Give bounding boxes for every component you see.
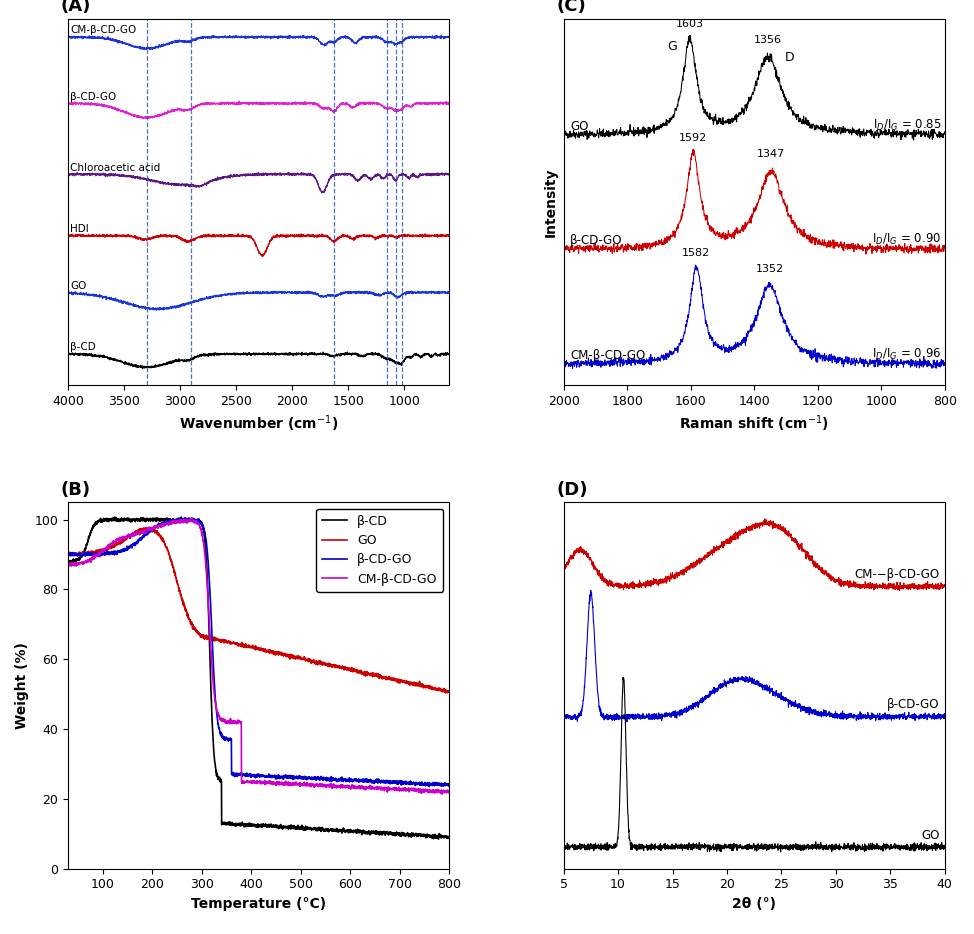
GO bbox=[247, 643, 259, 654]
CM-β-CD-GO bbox=[62, 559, 74, 570]
β-CD-GO bbox=[82, 547, 94, 559]
Line: GO: GO bbox=[68, 527, 449, 693]
GO bbox=[443, 686, 455, 697]
β-CD bbox=[82, 536, 94, 547]
Text: 1592: 1592 bbox=[679, 134, 707, 143]
β-CD-GO bbox=[432, 779, 444, 790]
Text: (C): (C) bbox=[556, 0, 585, 15]
CM-β-CD-GO bbox=[247, 777, 259, 788]
Text: 1352: 1352 bbox=[756, 263, 783, 274]
Text: 1356: 1356 bbox=[754, 35, 782, 45]
CM-β-CD-GO bbox=[362, 782, 374, 793]
Text: 1582: 1582 bbox=[682, 248, 711, 258]
Text: β-CD-GO: β-CD-GO bbox=[887, 699, 939, 712]
β-CD-GO bbox=[424, 781, 435, 792]
β-CD-GO bbox=[443, 778, 455, 789]
CM-β-CD-GO bbox=[186, 513, 198, 524]
Y-axis label: Weight (%): Weight (%) bbox=[15, 642, 29, 729]
Line: β-CD: β-CD bbox=[68, 517, 449, 839]
X-axis label: Wavenumber (cm$^{-1}$): Wavenumber (cm$^{-1}$) bbox=[179, 414, 338, 434]
CM-β-CD-GO bbox=[443, 787, 455, 799]
Text: I$_D$/I$_G$ = 0.96: I$_D$/I$_G$ = 0.96 bbox=[873, 347, 942, 362]
β-CD-GO bbox=[178, 513, 190, 524]
GO bbox=[432, 683, 444, 694]
Line: β-CD-GO: β-CD-GO bbox=[68, 518, 449, 786]
Text: β-CD-GO: β-CD-GO bbox=[70, 92, 117, 102]
β-CD bbox=[175, 512, 187, 523]
Text: D: D bbox=[784, 51, 794, 64]
β-CD bbox=[238, 820, 249, 831]
Text: CM-β-CD-GO: CM-β-CD-GO bbox=[570, 349, 645, 362]
Line: CM-β-CD-GO: CM-β-CD-GO bbox=[68, 518, 449, 794]
CM-β-CD-GO bbox=[238, 776, 249, 787]
β-CD bbox=[443, 831, 455, 842]
Text: (B): (B) bbox=[60, 481, 91, 499]
GO bbox=[238, 640, 249, 651]
X-axis label: Raman shift (cm$^{-1}$): Raman shift (cm$^{-1}$) bbox=[679, 414, 829, 434]
Text: Chloroacetic acid: Chloroacetic acid bbox=[70, 163, 161, 173]
Text: β-CD: β-CD bbox=[70, 343, 96, 352]
Text: I$_D$/I$_G$ = 0.85: I$_D$/I$_G$ = 0.85 bbox=[873, 118, 942, 133]
Text: G: G bbox=[667, 39, 677, 52]
Text: GO: GO bbox=[570, 120, 588, 133]
Text: CM-β-CD-GO: CM-β-CD-GO bbox=[70, 25, 136, 35]
β-CD-GO bbox=[432, 778, 444, 789]
Text: GO: GO bbox=[921, 828, 939, 842]
β-CD bbox=[362, 827, 374, 838]
Text: β-CD-GO: β-CD-GO bbox=[570, 234, 622, 248]
Text: GO: GO bbox=[70, 281, 87, 291]
Text: CM-−β-CD-GO: CM-−β-CD-GO bbox=[854, 568, 939, 581]
β-CD-GO bbox=[247, 771, 259, 782]
CM-β-CD-GO bbox=[432, 785, 444, 796]
β-CD bbox=[432, 831, 444, 842]
β-CD-GO bbox=[238, 769, 249, 780]
CM-β-CD-GO bbox=[82, 555, 94, 566]
Text: (D): (D) bbox=[556, 481, 587, 499]
GO bbox=[143, 521, 155, 532]
X-axis label: Temperature (°C): Temperature (°C) bbox=[191, 897, 326, 911]
β-CD bbox=[247, 819, 259, 830]
X-axis label: 2θ (°): 2θ (°) bbox=[732, 897, 776, 911]
β-CD-GO bbox=[62, 548, 74, 559]
GO bbox=[362, 668, 374, 679]
GO bbox=[432, 685, 444, 696]
β-CD bbox=[432, 833, 444, 844]
Text: (A): (A) bbox=[60, 0, 91, 15]
β-CD-GO bbox=[362, 776, 374, 787]
Y-axis label: Intensity: Intensity bbox=[544, 167, 558, 236]
CM-β-CD-GO bbox=[432, 785, 444, 797]
β-CD bbox=[62, 555, 74, 566]
GO bbox=[82, 546, 94, 558]
Text: 1603: 1603 bbox=[676, 19, 704, 29]
Legend: β-CD, GO, β-CD-GO, CM-β-CD-GO: β-CD, GO, β-CD-GO, CM-β-CD-GO bbox=[316, 508, 443, 592]
GO bbox=[440, 687, 452, 699]
Text: I$_D$/I$_G$ = 0.90: I$_D$/I$_G$ = 0.90 bbox=[873, 233, 942, 248]
Text: HDI: HDI bbox=[70, 224, 90, 234]
CM-β-CD-GO bbox=[436, 788, 448, 800]
Text: 1347: 1347 bbox=[757, 149, 785, 159]
β-CD bbox=[432, 831, 444, 842]
GO bbox=[62, 549, 74, 560]
